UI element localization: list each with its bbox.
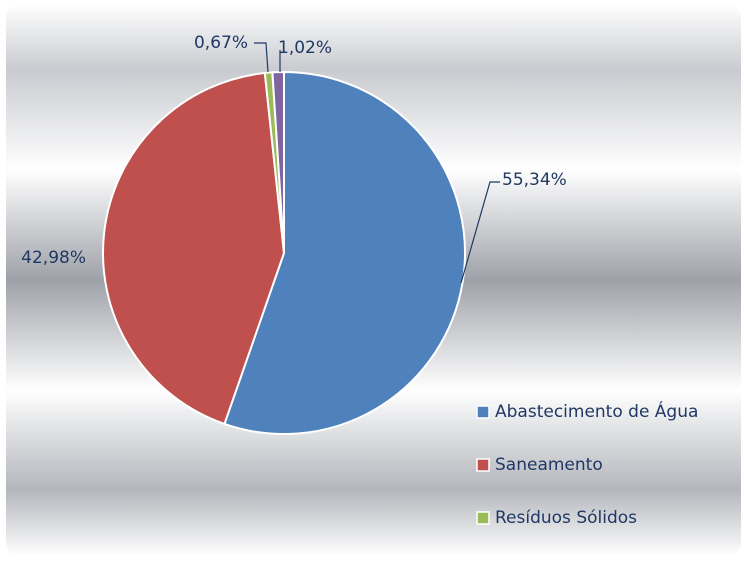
legend-swatch bbox=[476, 405, 490, 419]
pie-slice bbox=[271, 70, 285, 254]
pie-slice bbox=[102, 71, 286, 426]
legend-swatch bbox=[476, 511, 490, 525]
data-label: 42,98% bbox=[21, 248, 86, 268]
leader-line bbox=[460, 181, 500, 284]
legend-swatch bbox=[476, 458, 490, 472]
legend-label: Saneamento bbox=[495, 455, 603, 475]
data-label: 0,67% bbox=[194, 33, 248, 53]
legend-label: Abastecimento de Água bbox=[495, 400, 698, 422]
leader-line bbox=[254, 42, 269, 73]
legend-label: Resíduos Sólidos bbox=[495, 508, 637, 528]
data-label: 1,02% bbox=[278, 38, 332, 58]
data-label: 55,34% bbox=[502, 170, 567, 190]
